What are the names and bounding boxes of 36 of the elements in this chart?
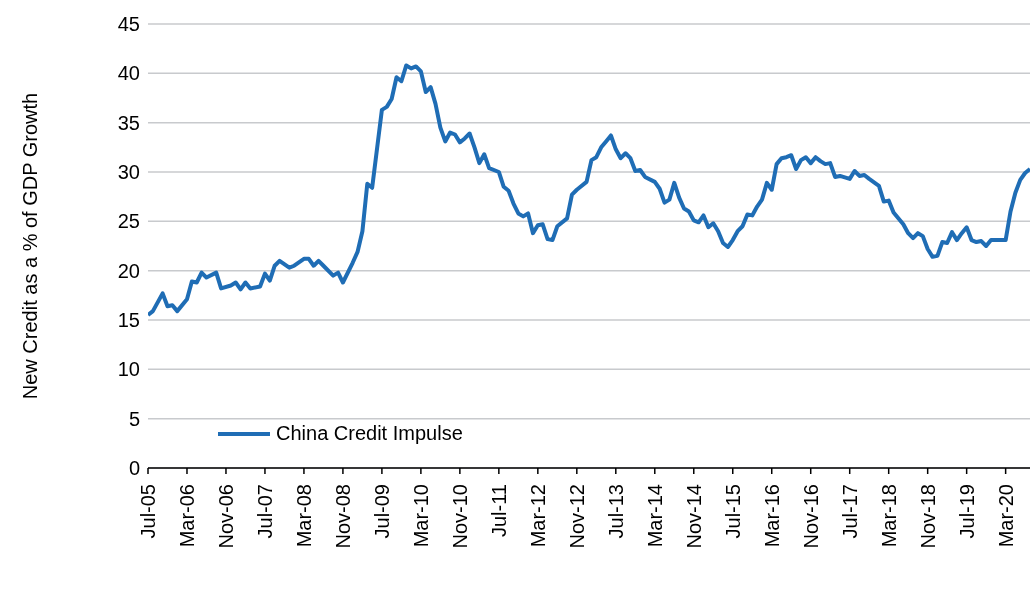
x-tick-label: Jul-07 [253, 484, 276, 539]
y-tick-label: 40 [117, 62, 140, 85]
x-tick-label: Mar-06 [175, 484, 198, 548]
x-tick-label: Mar-14 [643, 484, 666, 548]
x-tick-label: Jul-11 [487, 484, 510, 537]
x-tick-label: Mar-20 [994, 484, 1017, 548]
line-series [148, 63, 1030, 318]
x-tick-label: Jul-17 [838, 484, 861, 539]
x-tick-label: Nov-18 [916, 484, 939, 549]
y-tick-label: 30 [117, 161, 140, 184]
x-tick-label: Nov-10 [448, 484, 471, 549]
y-axis-title: New Credit as a % of GDP Growth [19, 92, 42, 400]
legend-label: China Credit Impulse [276, 422, 463, 445]
x-tick-label: Nov-08 [331, 484, 354, 549]
y-tick-label: 35 [117, 111, 140, 134]
x-tick-label: Jul-19 [955, 484, 978, 539]
x-tick-label: Mar-08 [292, 484, 315, 548]
y-tick-label: 15 [117, 309, 140, 332]
x-tick-label: Jul-05 [137, 484, 159, 539]
x-tick-label: Mar-10 [409, 484, 432, 548]
x-tick-label: Mar-12 [526, 484, 549, 548]
y-tick-label: 0 [128, 457, 140, 480]
x-tick-label: Mar-16 [760, 484, 783, 548]
y-tick-label: 10 [117, 358, 140, 381]
y-tick-label: 20 [117, 259, 140, 282]
y-tick-label: 45 [117, 13, 140, 36]
x-tick-label: Jul-15 [721, 484, 744, 539]
x-tick-label: Nov-16 [799, 484, 822, 549]
x-tick-label: Nov-12 [565, 484, 588, 549]
x-tick-label: Jul-13 [604, 484, 627, 539]
x-tick-label: Nov-06 [214, 484, 237, 549]
y-tick-label: 25 [117, 210, 140, 233]
y-tick-label: 5 [128, 407, 140, 430]
x-tick-label: Nov-14 [682, 484, 705, 549]
x-tick-label: Mar-18 [877, 484, 900, 548]
x-tick-label: Jul-09 [370, 484, 393, 539]
